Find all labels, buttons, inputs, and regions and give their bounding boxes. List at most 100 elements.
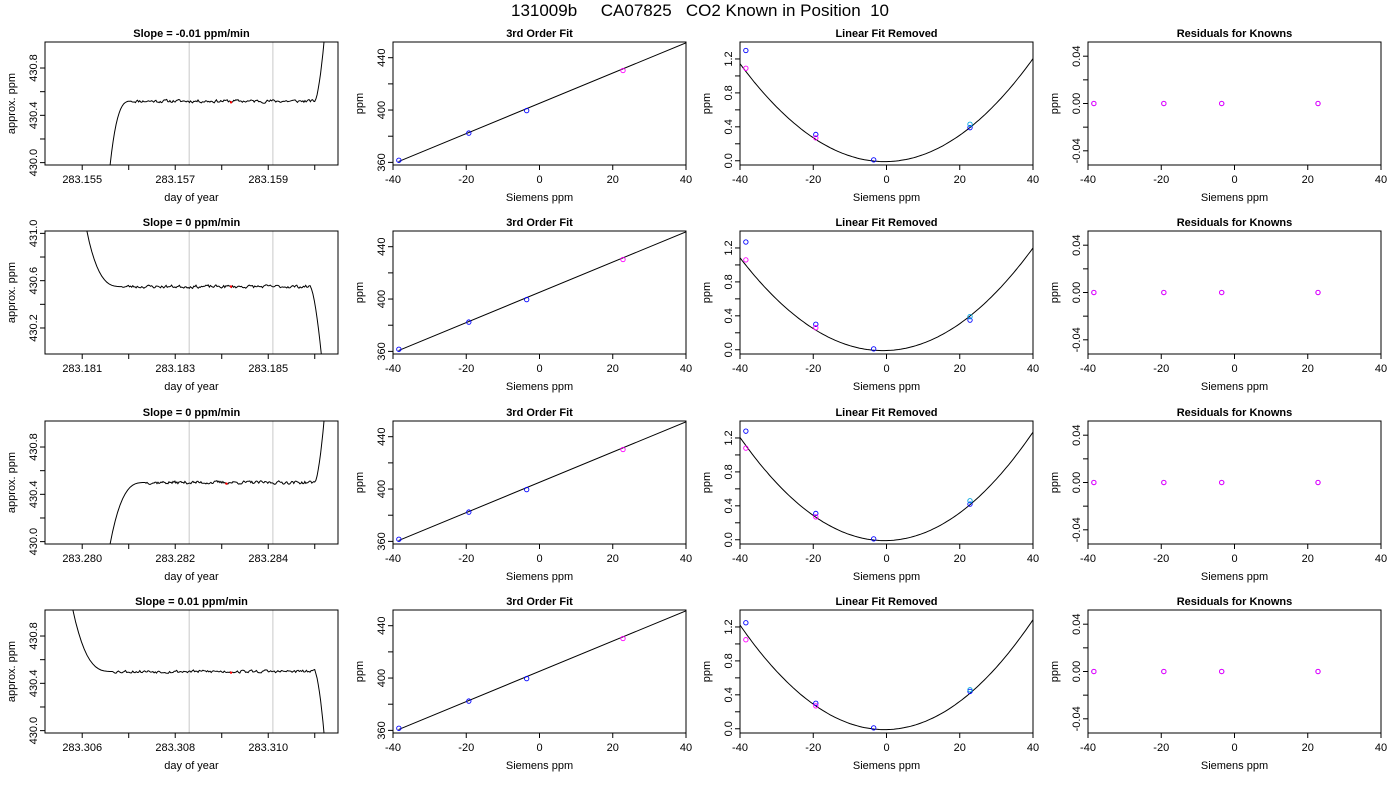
fit-curve [740,247,1033,352]
data-point-blue [466,130,472,136]
data-point-magenta [743,445,749,451]
data-point-blue [396,157,402,163]
x-tick-label: 0 [883,742,889,754]
y-tick-label: 360 [376,153,388,171]
y-tick-label: 0.4 [723,498,735,513]
panel-1-1: 283.155 283.157 283.159 430.0 430.4 430.8 Slop… [6,28,339,204]
data-point-magenta [1315,289,1321,296]
fit-line [398,42,686,163]
panel-title: Linear Fit Removed [835,596,937,608]
y-tick-label: 0.0 [723,532,735,547]
data-point-blue [871,157,877,163]
x-tick-label: -40 [385,553,401,565]
data-point-magenta [813,703,819,709]
plot-frame [739,41,1034,166]
x-tick-label: 0 [536,174,542,186]
data-point-blue [396,536,402,542]
data-point-magenta [813,514,819,520]
data-point-blue [524,675,530,682]
y-tick-label: 440 [376,617,388,635]
plot-frame [44,609,339,734]
x-tick-label: -20 [458,363,474,375]
x-axis-label: day of year [164,760,219,772]
fit-curve [740,619,1033,731]
y-tick-label: 0.8 [723,274,735,289]
plot-data [398,42,686,163]
panel-2-3: -40 -20 0 20 40 0.0 0.4 0.8 1.2 Linear Fit Remove… [701,217,1039,393]
x-tick-label: 283.284 [248,553,288,565]
y-tick-label: 430.0 [28,717,40,745]
plot-data [109,42,325,165]
y-axis-label: ppm [701,472,713,493]
data-point-magenta [1219,289,1225,296]
y-axis-label: ppm [701,282,713,303]
panel-3-1: 283.280 283.282 283.284 430.0 430.4 430.8 Slop… [6,407,339,583]
x-axis-label: Siemens ppm [1201,571,1268,583]
data-point-cyan [967,687,973,693]
panel-title: Linear Fit Removed [835,407,937,419]
x-tick-label: 0 [1231,363,1237,375]
plot-data [740,58,1033,163]
panel-2-2: -40 -20 0 20 40 360 400 440 3rd Order Fit Siemens… [354,217,692,393]
fit-line [398,231,686,352]
y-tick-label: 430.8 [28,622,40,650]
y-tick-label: 431.0 [28,220,40,248]
data-point-blue [466,319,472,325]
panel-title: 3rd Order Fit [506,28,573,40]
plot-frame [1087,230,1382,355]
data-point-blue [524,296,530,303]
x-tick-label: 283.282 [155,553,195,565]
panel-3-4: -40 -20 0 20 40 -0.04 0.00 0.04 Residuals for Kn… [1049,407,1387,583]
y-tick-label: 430.4 [28,670,40,698]
data-point-blue [524,486,530,493]
x-tick-label: -40 [732,174,748,186]
panel-title: Slope = 0 ppm/min [143,407,241,419]
y-tick-label: 0.8 [723,464,735,479]
y-tick-label: 1.2 [723,619,735,634]
y-tick-label: 0.00 [1071,282,1083,303]
x-axis-label: day of year [164,381,219,393]
panel-title: Linear Fit Removed [835,217,937,229]
x-tick-label: 283.280 [62,553,102,565]
y-tick-label: 0.4 [723,119,735,134]
x-tick-label: 40 [680,363,692,375]
trace-marker [229,285,233,288]
plot-data [72,610,325,733]
plot-data [740,247,1033,352]
y-tick-label: 0.04 [1071,45,1083,66]
data-point-magenta [1091,289,1097,296]
y-tick-label: 0.00 [1071,661,1083,682]
panel-1-3: -40 -20 0 20 40 0.0 0.4 0.8 1.2 Linear Fit Remove… [701,28,1039,204]
panel-title: Linear Fit Removed [835,28,937,40]
x-tick-label: -40 [1080,363,1096,375]
plot-frame [44,420,339,545]
data-point-magenta [743,257,749,263]
x-tick-label: 20 [1302,742,1314,754]
data-point-blue [967,501,973,507]
x-axis-label: Siemens ppm [853,571,920,583]
y-tick-label: 430.6 [28,267,40,295]
data-point-magenta [1219,479,1225,486]
fit-line [398,610,686,731]
data-point-magenta [1315,100,1321,107]
x-tick-label: -40 [1080,742,1096,754]
y-tick-label: 440 [376,238,388,256]
data-point-blue [743,239,749,245]
trace-marker [229,671,233,674]
y-tick-label: 0.0 [723,721,735,736]
x-tick-label: 0 [536,742,542,754]
panel-4-1: 283.306 283.308 283.310 430.0 430.4 430.8 Slop… [6,596,339,772]
plot-frame [44,230,339,355]
x-tick-label: 20 [1302,363,1314,375]
x-tick-label: 40 [1375,363,1387,375]
plot-frame [1087,420,1382,545]
panel-title: Slope = -0.01 ppm/min [133,28,250,40]
plot-frame [1087,609,1382,734]
x-tick-label: -40 [1080,174,1096,186]
x-axis-label: Siemens ppm [506,192,573,204]
x-tick-label: 0 [536,363,542,375]
data-point-magenta [1091,100,1097,107]
y-tick-label: 1.2 [723,430,735,445]
data-point-magenta [1219,668,1225,675]
data-point-magenta [1161,479,1167,486]
